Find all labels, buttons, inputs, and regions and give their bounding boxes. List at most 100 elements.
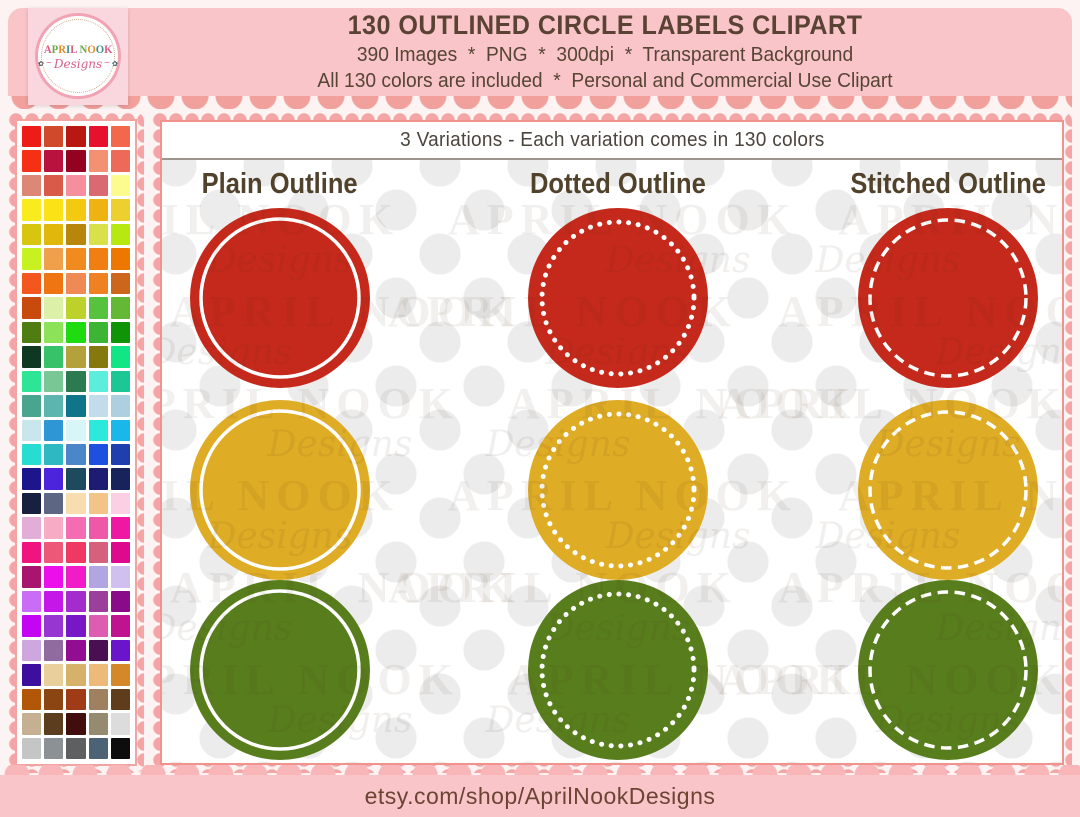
header-scallop-border bbox=[8, 96, 1072, 109]
color-swatch bbox=[22, 297, 42, 319]
color-swatch bbox=[88, 492, 108, 515]
label-circle-red-stitched bbox=[858, 208, 1038, 388]
color-swatch bbox=[88, 126, 108, 148]
color-swatch bbox=[66, 126, 86, 148]
column-header-stitched: Stitched Outline bbox=[850, 168, 1046, 200]
color-swatch bbox=[66, 664, 86, 686]
color-swatch bbox=[66, 713, 86, 735]
color-swatch bbox=[66, 346, 86, 368]
color-swatch bbox=[88, 688, 108, 711]
subtitle-line-2: All 130 colors are included * Personal a… bbox=[317, 70, 893, 92]
logo-circle: APRIL NOOK ✿ ~ Designs ~ ✿ bbox=[35, 13, 121, 99]
color-swatch bbox=[66, 223, 86, 246]
color-swatch bbox=[22, 321, 42, 344]
color-swatch bbox=[44, 346, 64, 368]
color-swatch bbox=[110, 199, 130, 221]
color-swatch bbox=[44, 737, 64, 759]
logo-card: APRIL NOOK ✿ ~ Designs ~ ✿ bbox=[28, 8, 128, 105]
color-swatch bbox=[66, 639, 86, 662]
color-swatch bbox=[22, 395, 42, 417]
color-swatch bbox=[88, 223, 108, 246]
color-swatch bbox=[22, 713, 42, 735]
swirl-ornament: ~ bbox=[46, 58, 52, 69]
color-swatch bbox=[44, 126, 64, 148]
color-swatch bbox=[110, 223, 130, 246]
color-swatch bbox=[66, 492, 86, 515]
color-swatch bbox=[44, 370, 64, 393]
color-swatch bbox=[22, 346, 42, 368]
color-swatch bbox=[44, 664, 64, 686]
label-circle-red-plain bbox=[190, 208, 370, 388]
color-swatch bbox=[44, 688, 64, 711]
color-swatch bbox=[88, 664, 108, 686]
header-text: 130 OUTLINED CIRCLE LABELS CLIPART 390 I… bbox=[138, 10, 1072, 94]
page-title: 130 OUTLINED CIRCLE LABELS CLIPART bbox=[347, 10, 863, 40]
color-swatch bbox=[88, 639, 108, 662]
color-swatch bbox=[22, 174, 42, 197]
color-swatch bbox=[110, 395, 130, 417]
color-swatch bbox=[66, 321, 86, 344]
logo-designs-row: ✿ ~ Designs ~ ✿ bbox=[38, 58, 118, 70]
label-circle-olive-green-stitched bbox=[858, 580, 1038, 760]
color-swatch bbox=[22, 443, 42, 466]
color-swatch bbox=[88, 566, 108, 588]
color-swatch bbox=[44, 443, 64, 466]
color-swatch bbox=[66, 517, 86, 539]
color-swatch bbox=[22, 492, 42, 515]
color-swatch bbox=[22, 272, 42, 295]
color-swatch bbox=[66, 395, 86, 417]
label-circle-olive-green-dotted bbox=[528, 580, 708, 760]
color-swatch bbox=[110, 174, 130, 197]
color-swatch bbox=[88, 346, 108, 368]
color-swatch bbox=[88, 321, 108, 344]
color-swatch bbox=[88, 272, 108, 295]
color-swatch bbox=[44, 223, 64, 246]
color-swatch bbox=[110, 297, 130, 319]
color-swatch bbox=[66, 297, 86, 319]
main-panel: 3 Variations - Each variation comes in 1… bbox=[160, 120, 1064, 765]
color-swatch bbox=[110, 639, 130, 662]
color-swatch bbox=[88, 468, 108, 490]
color-swatch bbox=[110, 468, 130, 490]
color-swatch bbox=[44, 272, 64, 295]
color-swatch bbox=[110, 443, 130, 466]
color-swatch bbox=[110, 566, 130, 588]
label-circle-gold-plain bbox=[190, 400, 370, 580]
color-swatch bbox=[44, 713, 64, 735]
color-swatch bbox=[22, 248, 42, 270]
subtitle-line-1: 390 Images * PNG * 300dpi * Transparent … bbox=[356, 44, 854, 66]
color-swatch bbox=[66, 737, 86, 759]
header-band bbox=[8, 8, 1072, 96]
color-swatch bbox=[66, 541, 86, 564]
color-swatch bbox=[110, 248, 130, 270]
label-circle-gold-dotted bbox=[528, 400, 708, 580]
color-swatch bbox=[66, 370, 86, 393]
color-swatch bbox=[44, 395, 64, 417]
color-swatch bbox=[66, 590, 86, 613]
color-swatch bbox=[110, 688, 130, 711]
color-swatch bbox=[44, 639, 64, 662]
color-swatch bbox=[44, 321, 64, 344]
color-swatch bbox=[44, 174, 64, 197]
color-swatch bbox=[88, 419, 108, 441]
footer-band: etsy.com/shop/AprilNookDesigns bbox=[0, 765, 1080, 817]
label-circle-red-dotted bbox=[528, 208, 708, 388]
color-swatch bbox=[110, 615, 130, 637]
color-swatch bbox=[110, 713, 130, 735]
color-swatch bbox=[22, 639, 42, 662]
color-swatch bbox=[44, 468, 64, 490]
color-swatch bbox=[110, 321, 130, 344]
variations-banner-text: 3 Variations - Each variation comes in 1… bbox=[399, 129, 825, 151]
color-swatch bbox=[22, 199, 42, 221]
label-circle-gold-stitched bbox=[858, 400, 1038, 580]
color-swatch bbox=[66, 174, 86, 197]
color-swatch bbox=[66, 443, 86, 466]
color-swatch bbox=[110, 370, 130, 393]
color-swatch bbox=[22, 688, 42, 711]
color-swatch bbox=[66, 468, 86, 490]
color-swatch bbox=[88, 443, 108, 466]
color-swatch bbox=[110, 272, 130, 295]
color-swatch bbox=[88, 370, 108, 393]
color-swatch bbox=[22, 150, 42, 172]
